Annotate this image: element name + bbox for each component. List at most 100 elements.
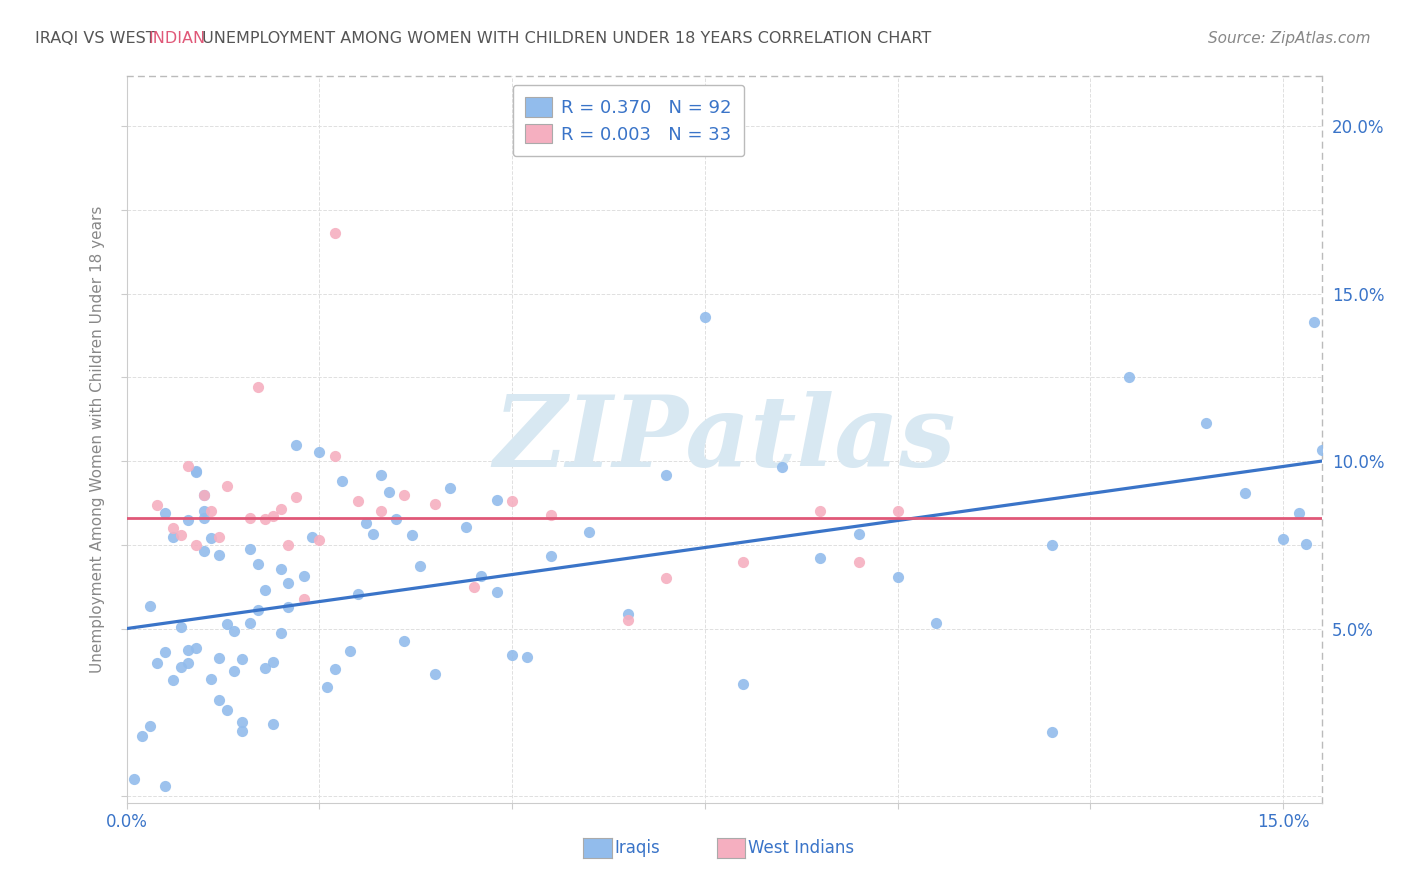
Point [208,692,231,706]
Point [254,583,277,598]
Point [138,599,160,614]
Point [184,538,207,552]
Text: Source: ZipAtlas.com: Source: ZipAtlas.com [1208,31,1371,46]
Point [184,466,207,480]
Text: West Indians: West Indians [748,839,853,857]
Point [1295,537,1317,551]
Point [377,484,399,499]
Point [408,559,430,574]
Point [323,227,346,241]
Point [153,506,176,520]
Point [485,492,508,507]
Point [200,504,222,518]
Point [354,516,377,531]
Point [616,607,638,621]
Point [392,634,415,648]
Point [385,512,408,526]
Point [193,504,215,518]
Point [285,437,308,451]
Point [423,497,446,511]
Point [1310,443,1333,458]
Point [277,599,299,614]
Point [184,464,207,478]
Point [169,659,191,673]
Point [153,779,176,793]
Point [1195,416,1218,430]
Point [1272,533,1295,547]
Point [270,626,292,640]
Point [454,520,477,534]
Point [193,487,215,501]
Point [339,644,361,658]
Point [177,642,200,657]
Point [162,530,184,544]
Point [316,680,339,694]
Point [162,673,184,688]
Point [1040,538,1063,552]
Point [169,528,191,542]
Point [169,620,191,634]
Point [810,504,832,518]
Point [193,511,215,525]
Point [131,729,153,743]
Point [246,603,269,617]
Point [501,648,523,662]
Point [925,615,948,630]
Point [184,640,207,655]
Point [231,652,253,666]
Point [810,551,832,566]
Point [470,569,492,583]
Point [578,525,600,540]
Point [246,380,269,394]
Point [215,616,238,631]
Point [285,490,308,504]
Text: ZIPatlas: ZIPatlas [494,391,955,488]
Y-axis label: Unemployment Among Women with Children Under 18 years: Unemployment Among Women with Children U… [90,206,105,673]
Point [370,504,392,518]
Point [146,498,169,512]
Point [693,310,716,324]
Point [200,673,222,687]
Point [239,542,262,557]
Point [270,502,292,516]
Point [323,662,346,676]
Legend: R = 0.370   N = 92, R = 0.003   N = 33: R = 0.370 N = 92, R = 0.003 N = 33 [513,85,744,156]
Point [439,481,461,495]
Text: IRAQI VS WEST: IRAQI VS WEST [35,31,160,46]
Point [347,587,370,601]
Point [239,511,262,525]
Point [138,719,160,733]
Point [224,664,246,678]
Point [262,655,284,669]
Point [848,527,870,541]
Point [231,715,253,730]
Point [208,548,231,562]
Point [215,479,238,493]
Point [655,571,678,585]
Point [655,468,678,483]
Point [231,724,253,739]
Point [308,533,330,547]
Point [277,576,299,591]
Point [254,512,277,526]
Point [308,444,330,458]
Point [1040,725,1063,739]
Point [347,494,370,508]
Point [162,521,184,535]
Point [153,645,176,659]
Point [848,555,870,569]
Point [146,656,169,670]
Point [540,508,562,522]
Point [292,569,315,583]
Point [401,528,423,542]
Point [370,468,392,483]
Point [361,527,384,541]
Point [540,549,562,563]
Point [1233,486,1256,500]
Point [1303,315,1326,329]
Point [215,703,238,717]
Point [770,460,793,475]
Point [616,613,638,627]
Point [301,530,323,544]
Point [733,677,755,691]
